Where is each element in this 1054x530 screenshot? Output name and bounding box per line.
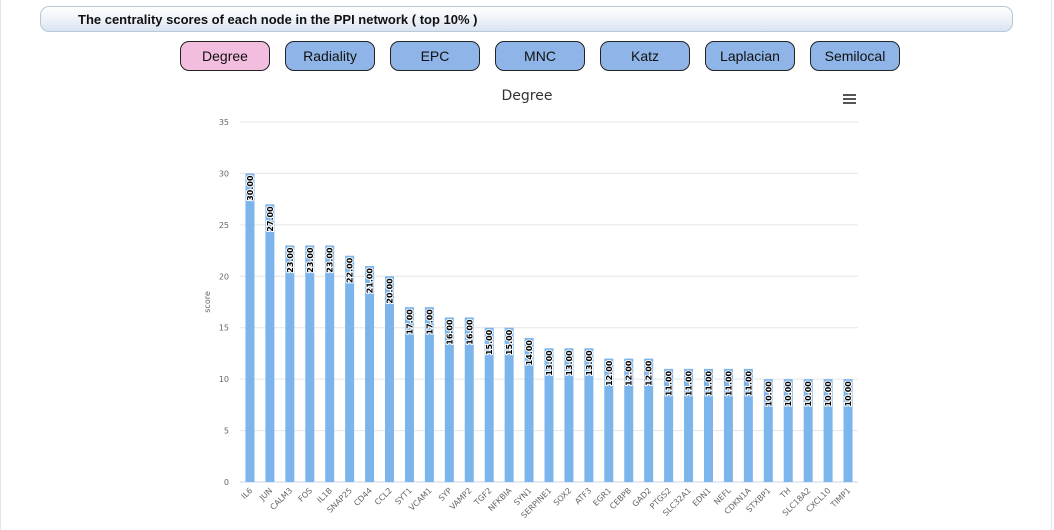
x-tick-label: VAMP2	[448, 486, 474, 512]
x-tick-label: TIMP1	[828, 486, 852, 510]
tab-radiality[interactable]: Radiality	[285, 41, 375, 71]
data-label: 10.00	[824, 381, 833, 407]
y-axis-title: score	[203, 291, 212, 313]
bar	[385, 276, 395, 482]
x-tick-label: JUN	[257, 486, 274, 503]
bar	[584, 348, 594, 482]
bar	[245, 173, 255, 482]
bar	[524, 338, 534, 482]
bar	[325, 245, 335, 482]
x-tick-label: CEBPB	[608, 486, 633, 511]
data-label: 17.00	[405, 309, 414, 335]
bar	[703, 368, 713, 482]
bar	[743, 368, 753, 482]
data-label: 15.00	[505, 329, 514, 355]
data-label: 11.00	[685, 370, 694, 396]
data-label: 16.00	[445, 319, 454, 345]
bar	[404, 307, 414, 482]
x-tick-label: EDN1	[691, 486, 713, 508]
data-label: 13.00	[545, 350, 554, 376]
tab-katz[interactable]: Katz	[600, 41, 690, 71]
bar	[843, 379, 853, 482]
x-tick-label: IL6	[240, 486, 255, 501]
data-label: 22.00	[346, 257, 355, 283]
bar	[664, 368, 674, 482]
data-label: 10.00	[764, 381, 773, 407]
bar	[823, 379, 833, 482]
data-label: 17.00	[425, 309, 434, 335]
tab-semilocal[interactable]: Semilocal	[810, 41, 900, 71]
data-label: 21.00	[366, 268, 375, 294]
bar	[684, 368, 694, 482]
bar	[604, 358, 614, 482]
data-label: 23.00	[326, 247, 335, 273]
bar	[644, 358, 654, 482]
x-tick-label: ATF3	[573, 486, 593, 506]
data-label: 11.00	[724, 370, 733, 396]
bar	[484, 327, 494, 482]
tab-mnc[interactable]: MNC	[495, 41, 585, 71]
y-tick-label: 35	[219, 118, 229, 127]
x-tick-label: TH	[778, 486, 793, 501]
data-label: 12.00	[645, 360, 654, 386]
bar	[464, 317, 474, 482]
bar	[803, 379, 813, 482]
bar	[444, 317, 454, 482]
y-tick-label: 10	[219, 375, 229, 384]
data-label: 14.00	[525, 340, 534, 366]
bar	[424, 307, 434, 482]
data-label: 13.00	[585, 350, 594, 376]
data-label: 15.00	[485, 329, 494, 355]
bar	[305, 245, 315, 482]
y-tick-label: 30	[219, 169, 229, 178]
bar	[345, 255, 355, 482]
data-label: 27.00	[266, 206, 275, 232]
data-label: 13.00	[565, 350, 574, 376]
data-label: 10.00	[804, 381, 813, 407]
tab-degree[interactable]: Degree	[180, 41, 270, 71]
bar	[365, 266, 375, 482]
bar	[783, 379, 793, 482]
hamburger-menu-icon[interactable]	[843, 94, 856, 105]
data-label: 23.00	[306, 247, 315, 273]
data-label: 20.00	[386, 278, 395, 304]
bar	[564, 348, 574, 482]
data-label: 12.00	[605, 360, 614, 386]
data-label: 10.00	[784, 381, 793, 407]
x-tick-label: CALM3	[268, 486, 294, 512]
centrality-tabs: Degree Radiality EPC MNC Katz Laplacian …	[0, 41, 1054, 71]
data-label: 11.00	[704, 370, 713, 396]
header-bar: The centrality scores of each node in th…	[40, 6, 1013, 32]
x-tick-label: SOX2	[552, 486, 574, 508]
data-label: 11.00	[665, 370, 674, 396]
x-tick-label: CCL2	[373, 486, 394, 507]
x-tick-label: SYP	[437, 486, 454, 503]
y-tick-label: 25	[219, 221, 229, 230]
bar	[763, 379, 773, 482]
bar	[544, 348, 554, 482]
data-label: 12.00	[625, 360, 634, 386]
header-title: The centrality scores of each node in th…	[78, 12, 478, 27]
y-tick-label: 5	[224, 427, 229, 436]
chart-title: Degree	[501, 88, 553, 104]
y-tick-label: 0	[224, 478, 229, 487]
data-label: 30.00	[246, 175, 255, 201]
data-label: 11.00	[744, 370, 753, 396]
tab-laplacian[interactable]: Laplacian	[705, 41, 795, 71]
bar	[723, 368, 733, 482]
y-tick-label: 20	[219, 272, 229, 281]
data-label: 23.00	[286, 247, 295, 273]
y-tick-label: 15	[219, 324, 229, 333]
bar	[265, 204, 275, 483]
data-label: 16.00	[465, 319, 474, 345]
x-tick-label: FOS	[297, 486, 315, 504]
tab-epc[interactable]: EPC	[390, 41, 480, 71]
bar	[624, 358, 634, 482]
data-label: 10.00	[844, 381, 853, 407]
bar	[504, 327, 514, 482]
x-tick-label: CD44	[352, 486, 374, 508]
bar	[285, 245, 295, 482]
